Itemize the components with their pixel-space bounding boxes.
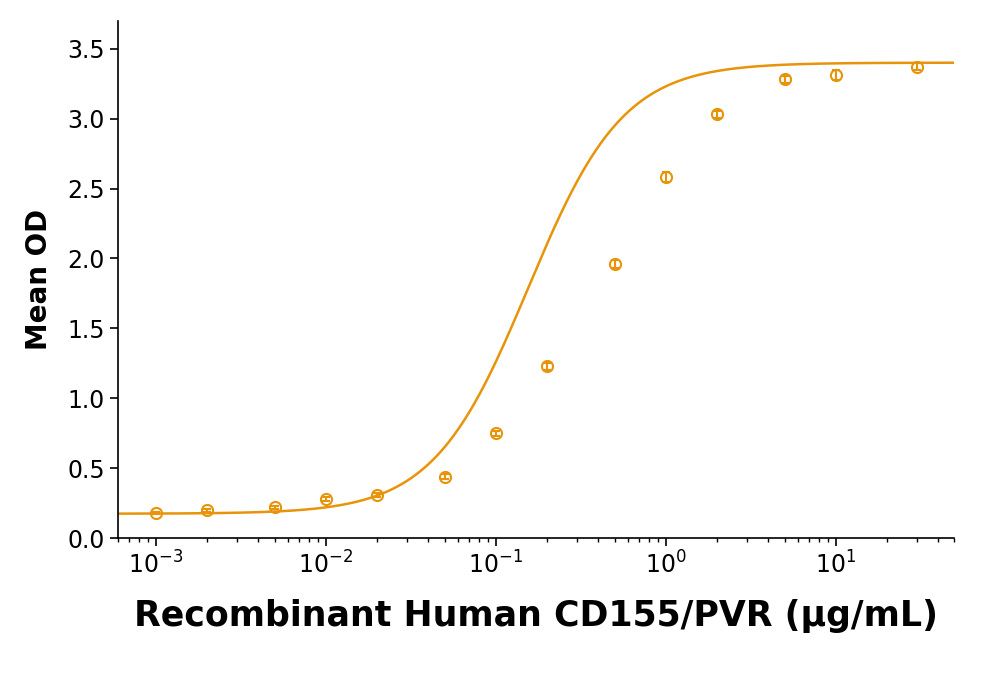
Y-axis label: Mean OD: Mean OD xyxy=(26,209,53,350)
X-axis label: Recombinant Human CD155/PVR (μg/mL): Recombinant Human CD155/PVR (μg/mL) xyxy=(134,600,939,633)
